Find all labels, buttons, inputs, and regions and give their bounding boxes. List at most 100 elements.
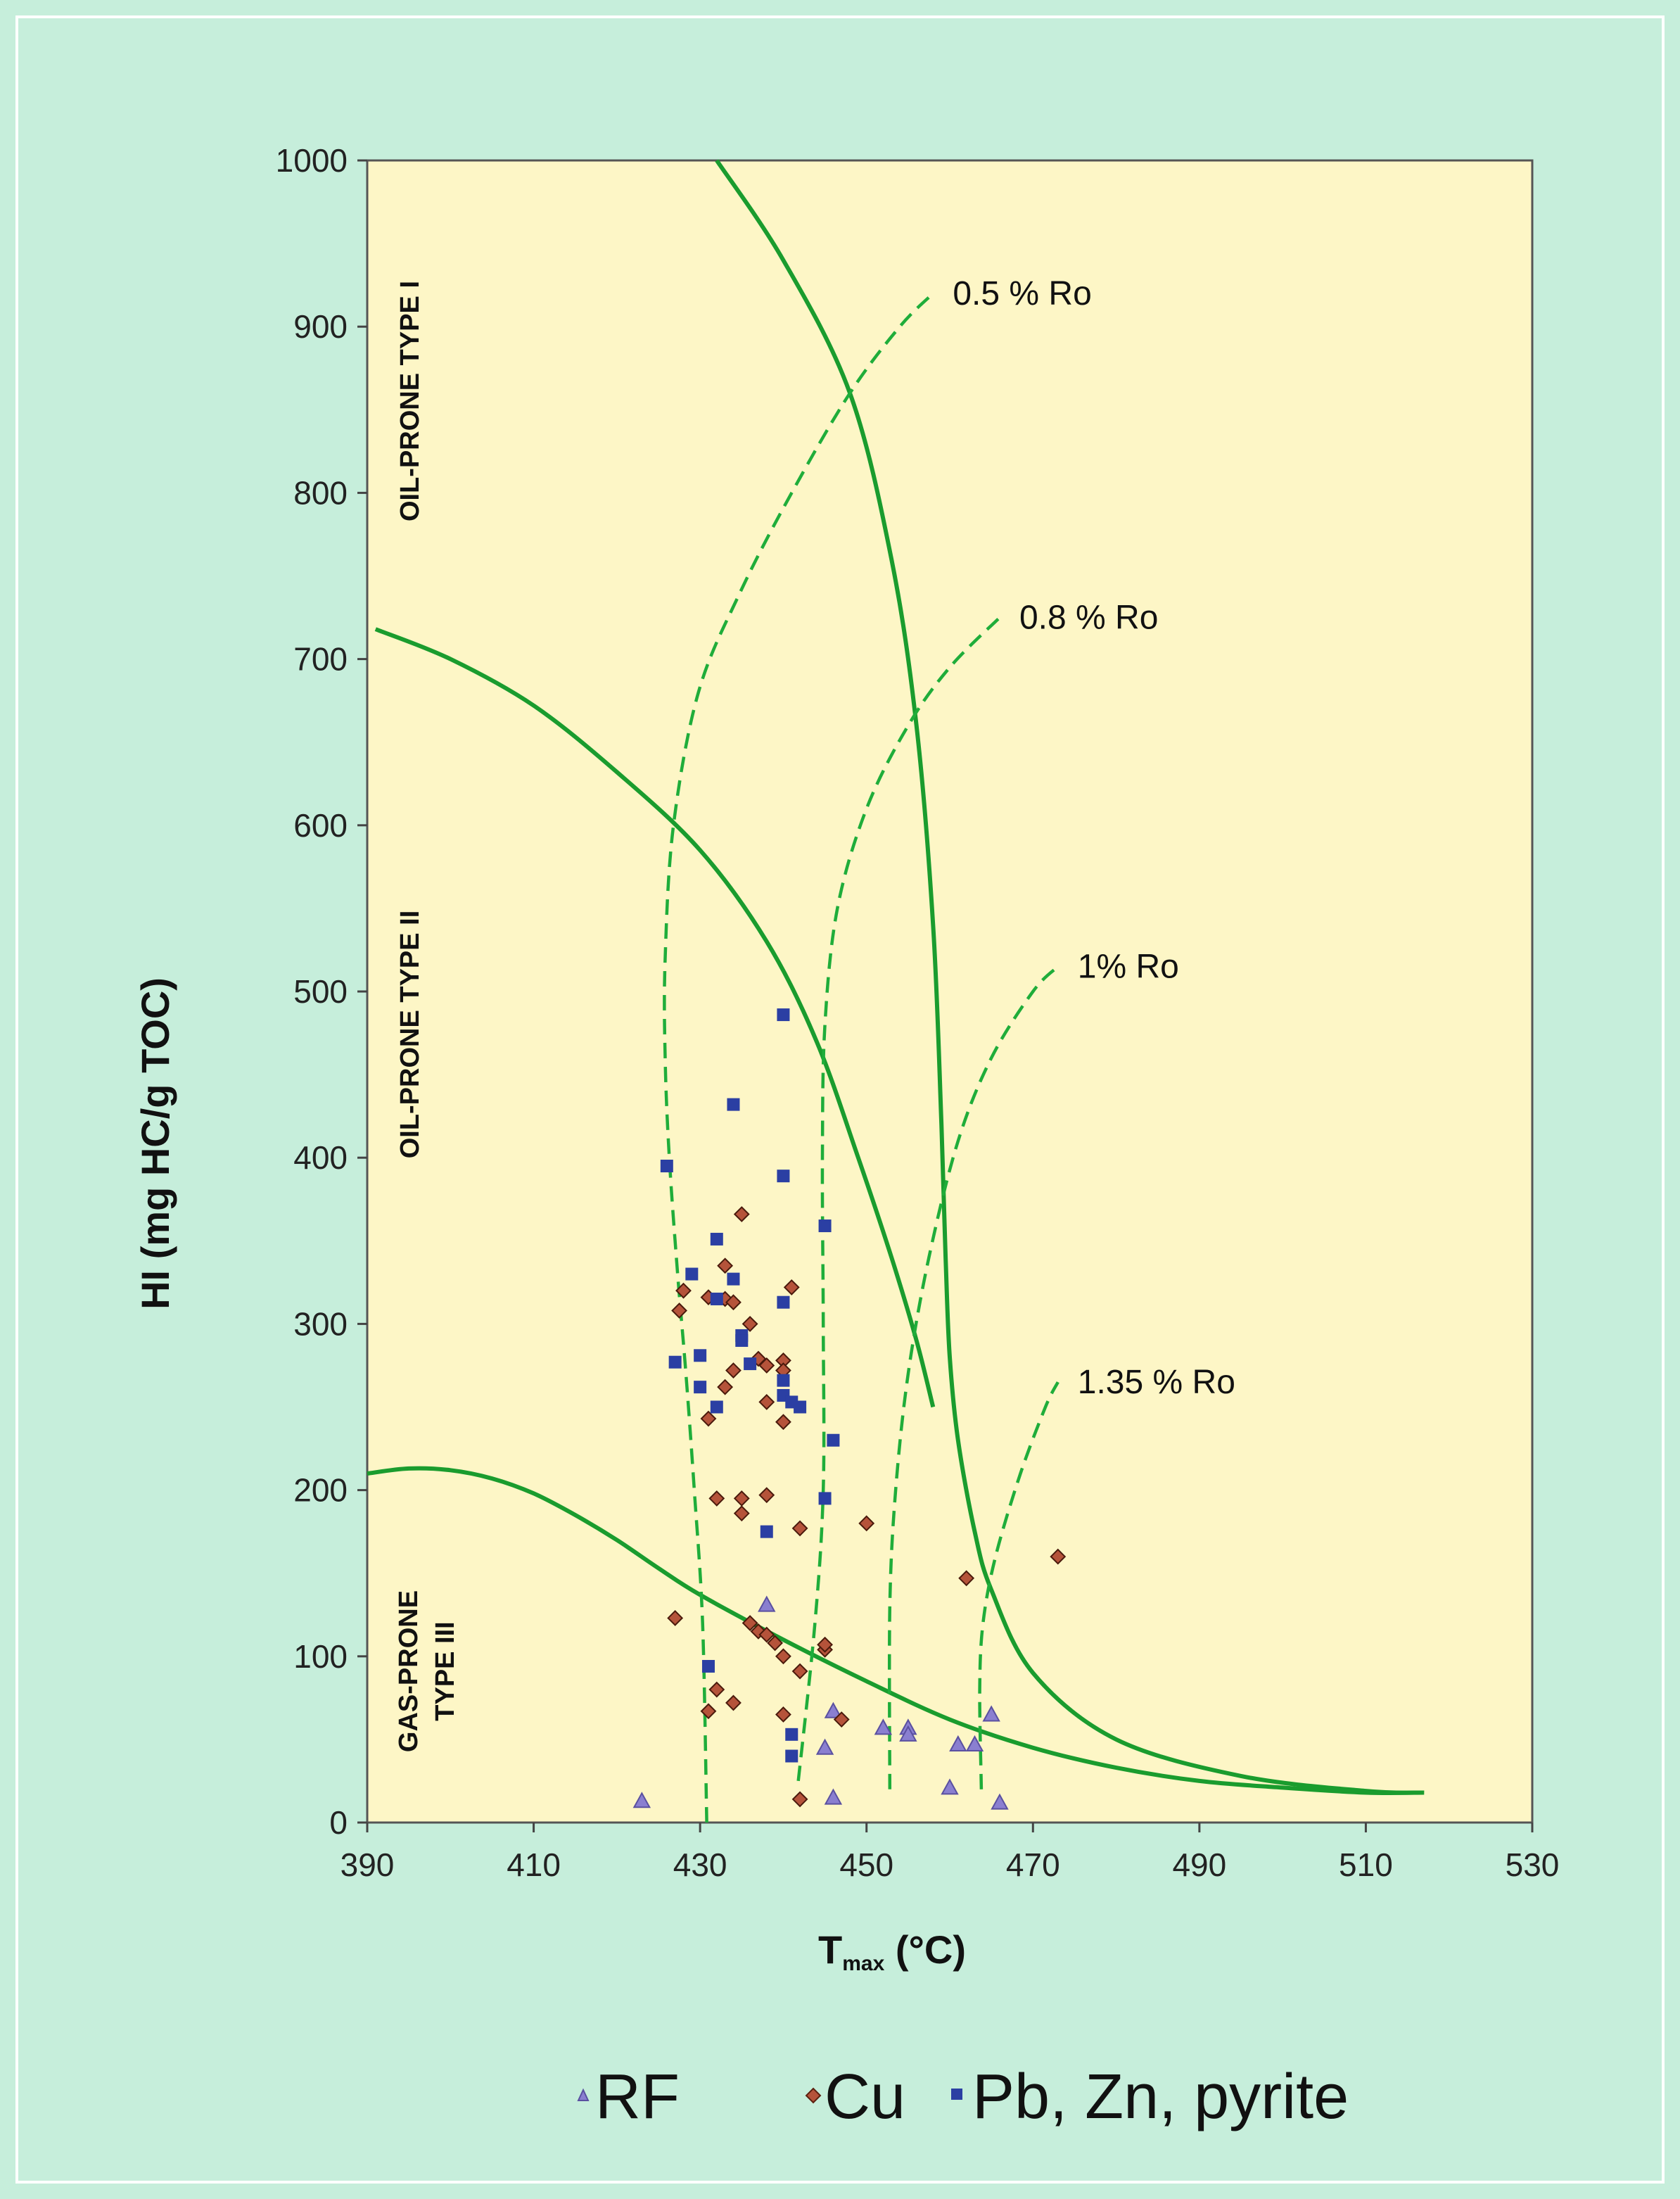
cu-point bbox=[733, 1505, 750, 1522]
pb-zn-pyrite-point bbox=[710, 1400, 723, 1414]
y-tick-label: 500 bbox=[293, 973, 348, 1010]
rf-point bbox=[899, 1725, 917, 1742]
legend-triangle-icon bbox=[577, 2088, 590, 2101]
legend-label-pb-zn-pyrite: Pb, Zn, pyrite bbox=[972, 2062, 1349, 2132]
y-tick-label: 900 bbox=[293, 308, 348, 345]
cu-point bbox=[708, 1490, 725, 1507]
iso-reflectance-curve bbox=[663, 292, 934, 1823]
legend-diamond-icon bbox=[805, 2087, 822, 2104]
x-tick-label: 390 bbox=[341, 1846, 395, 1883]
plot-area bbox=[366, 159, 1534, 1824]
y-tick-label: 400 bbox=[293, 1139, 348, 1176]
rf-point bbox=[949, 1735, 967, 1751]
pb-zn-pyrite-point bbox=[785, 1728, 798, 1741]
pb-zn-pyrite-point bbox=[777, 1008, 790, 1022]
rf-point bbox=[874, 1718, 893, 1735]
cu-point bbox=[791, 1520, 808, 1537]
iso-reflectance-curve bbox=[796, 616, 1001, 1782]
legend-label-rf: RF bbox=[595, 2062, 680, 2132]
cu-point bbox=[708, 1681, 725, 1698]
type-curve-3 bbox=[367, 1466, 1425, 1796]
axis-ticks: 0 100 200 300 400 500 600 700 800 900 1000 390 410 43… bbox=[276, 142, 1560, 1883]
pb-zn-pyrite-point bbox=[777, 1295, 790, 1309]
cu-point bbox=[725, 1694, 742, 1711]
y-axis-title: HI (mg HC/g TOC) bbox=[133, 977, 177, 1310]
pb-zn-pyrite-point bbox=[727, 1098, 740, 1111]
y-tick-label: 700 bbox=[293, 641, 348, 678]
rf-point bbox=[941, 1778, 959, 1795]
cu-point bbox=[700, 1410, 717, 1427]
x-axis-title-main: T bbox=[818, 1927, 842, 1972]
zone-label-type-ii: OIL-PRONE TYPE II bbox=[395, 911, 425, 1159]
inner-border bbox=[15, 15, 1665, 2184]
legend: RF Cu Pb, Zn, pyrite bbox=[577, 2062, 1349, 2132]
y-tick-label: 800 bbox=[293, 474, 348, 511]
x-tick-label: 530 bbox=[1506, 1846, 1560, 1883]
cu-point bbox=[758, 1393, 775, 1410]
data-points bbox=[632, 1008, 1067, 1810]
pb-zn-pyrite-point bbox=[777, 1170, 790, 1183]
cu-point bbox=[858, 1515, 875, 1532]
iso-reflectance-label: 0.5 % Ro bbox=[953, 275, 1091, 312]
y-tick-label: 0 bbox=[329, 1804, 348, 1841]
y-tick-label: 100 bbox=[293, 1638, 348, 1675]
cu-point bbox=[758, 1357, 775, 1374]
iso-reflectance-curve bbox=[978, 1381, 1059, 1789]
cu-point bbox=[700, 1703, 717, 1720]
x-tick-label: 430 bbox=[673, 1846, 727, 1883]
cu-point bbox=[775, 1706, 791, 1723]
y-tick-label: 300 bbox=[293, 1305, 348, 1342]
cu-point bbox=[725, 1362, 742, 1379]
cu-point bbox=[833, 1711, 850, 1728]
pb-zn-pyrite-point bbox=[794, 1400, 807, 1414]
kerogen-type-curves bbox=[367, 159, 1425, 1796]
pb-zn-pyrite-point bbox=[727, 1272, 740, 1286]
cu-point bbox=[671, 1303, 687, 1319]
zone-label-type-iii-line2: TYPE III bbox=[431, 1621, 460, 1720]
iso-reflectance-curve bbox=[887, 965, 1059, 1789]
cu-point bbox=[717, 1257, 734, 1274]
rf-point bbox=[982, 1705, 1000, 1722]
rf-point bbox=[824, 1788, 843, 1805]
pb-zn-pyrite-point bbox=[660, 1160, 673, 1173]
cu-point bbox=[767, 1635, 784, 1652]
x-tick-label: 490 bbox=[1172, 1846, 1226, 1883]
cu-point bbox=[675, 1282, 692, 1299]
x-tick-label: 450 bbox=[839, 1846, 893, 1883]
cu-point bbox=[783, 1279, 800, 1295]
y-tick-label: 600 bbox=[293, 807, 348, 844]
legend-square-icon bbox=[951, 2089, 962, 2100]
cu-point bbox=[791, 1663, 808, 1680]
pb-zn-pyrite-point bbox=[735, 1334, 749, 1348]
y-tick-label: 200 bbox=[293, 1472, 348, 1509]
pb-zn-pyrite-point bbox=[827, 1433, 840, 1447]
cu-point bbox=[775, 1414, 791, 1431]
rf-point bbox=[991, 1793, 1009, 1810]
iso-reflectance-label: 1.35 % Ro bbox=[1078, 1364, 1235, 1401]
pb-zn-pyrite-point bbox=[760, 1525, 773, 1538]
pb-zn-pyrite-point bbox=[818, 1219, 832, 1233]
x-tick-label: 510 bbox=[1339, 1846, 1393, 1883]
cu-point bbox=[667, 1610, 684, 1626]
pb-zn-pyrite-point bbox=[744, 1357, 757, 1371]
pb-zn-pyrite-point bbox=[777, 1374, 790, 1387]
pb-zn-pyrite-point bbox=[785, 1749, 798, 1763]
cu-point bbox=[958, 1570, 975, 1587]
pb-zn-pyrite-point bbox=[710, 1292, 723, 1305]
iso-reflectance-curves bbox=[663, 292, 1059, 1823]
rf-point bbox=[758, 1595, 776, 1612]
cu-point bbox=[775, 1648, 791, 1665]
cu-point bbox=[717, 1379, 734, 1395]
iso-reflectance-label: 0.8 % Ro bbox=[1019, 600, 1158, 637]
cu-point bbox=[758, 1487, 775, 1504]
pb-zn-pyrite-point bbox=[685, 1267, 699, 1281]
cu-point bbox=[817, 1636, 833, 1653]
type-curve-2 bbox=[374, 627, 936, 1408]
x-tick-label: 470 bbox=[1006, 1846, 1060, 1883]
rf-point bbox=[632, 1792, 651, 1808]
cu-point bbox=[791, 1791, 808, 1808]
cu-point bbox=[758, 1626, 775, 1643]
y-tick-label: 1000 bbox=[276, 142, 348, 179]
pb-zn-pyrite-point bbox=[694, 1349, 707, 1362]
